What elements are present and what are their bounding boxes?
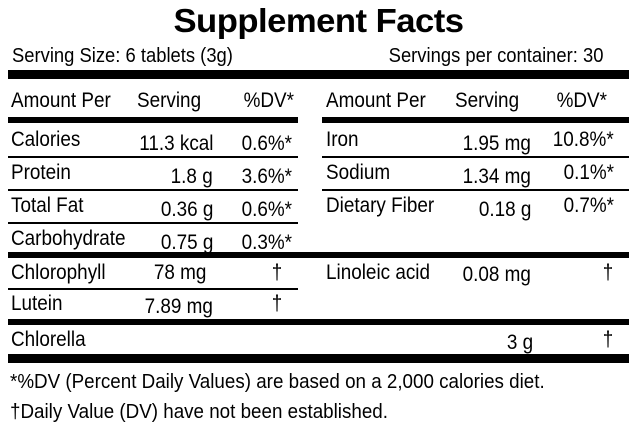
dagger-symbol: † [602,261,614,284]
nutrient-amount: 0.18 g [478,198,531,221]
nutrient-name: Linoleic acid [326,261,431,284]
dagger-symbol: † [271,292,283,315]
header-dv: %DV* [243,89,294,112]
row-divider [8,189,298,191]
nutrient-amount: 1.34 mg [462,165,531,188]
nutrient-dv: 0.6%* [241,198,292,221]
nutrient-dv: 3.6%* [241,165,292,188]
nutrient-name: Carbohydrate [11,227,126,250]
section-rule [8,319,629,325]
nutrient-amount: 0.75 g [160,231,213,254]
serving-size: Serving Size: 6 tablets (3g) [12,45,233,67]
row-divider [8,156,298,158]
nutrient-amount: 3 g [506,331,533,354]
nutrient-amount: 0.08 mg [462,263,531,286]
header-serving: Serving [137,89,202,112]
nutrient-amount: 0.36 g [160,198,213,221]
nutrient-name: Total Fat [11,194,84,217]
panel-title: Supplement Facts [173,2,464,39]
nutrient-name: Calories [11,128,81,151]
row-divider [8,288,298,290]
nutrient-name: Chlorella [11,328,86,351]
nutrient-dv: 10.8%* [553,128,614,151]
header-amount-per: Amount Per [326,89,426,112]
row-divider [322,156,629,158]
dagger-symbol: † [10,401,21,423]
footnote-dv: *%DV (Percent Daily Values) are based on… [10,371,545,393]
nutrient-dv: 0.3%* [241,231,292,254]
nutrient-name: Iron [326,128,359,151]
nutrient-amount: 7.89 mg [144,295,213,318]
nutrient-dv: 0.6%* [241,132,292,155]
nutrient-name: Chlorophyll [11,261,106,284]
nutrient-dv: 0.7%* [563,194,614,217]
dagger-symbol: † [271,261,283,284]
nutrient-amount: 78 mg [153,261,206,284]
dagger-symbol: † [602,328,614,351]
nutrient-name: Lutein [11,292,63,315]
header-rule-left [8,117,298,123]
footnote-dagger-text: Daily Value (DV) have not been establish… [20,401,388,423]
servings-per-container: Servings per container: 30 [388,45,603,67]
footnote-dagger: †Daily Value (DV) have not been establis… [10,400,388,424]
nutrient-amount: 11.3 kcal [138,132,213,155]
header-dv: %DV* [556,89,607,112]
thick-rule-bottom [8,354,629,363]
row-divider [8,222,298,224]
nutrient-amount: 1.95 mg [462,132,531,155]
nutrient-amount: 1.8 g [170,165,213,188]
row-divider [322,189,629,191]
nutrient-name: Dietary Fiber [326,194,435,217]
nutrient-dv: 0.1%* [563,161,614,184]
thick-rule-top [8,70,629,79]
header-amount-per: Amount Per [11,89,111,112]
nutrient-name: Protein [11,161,71,184]
header-serving: Serving [455,89,520,112]
section-rule [8,252,629,258]
header-rule-right [322,117,629,123]
nutrient-name: Sodium [326,161,391,184]
